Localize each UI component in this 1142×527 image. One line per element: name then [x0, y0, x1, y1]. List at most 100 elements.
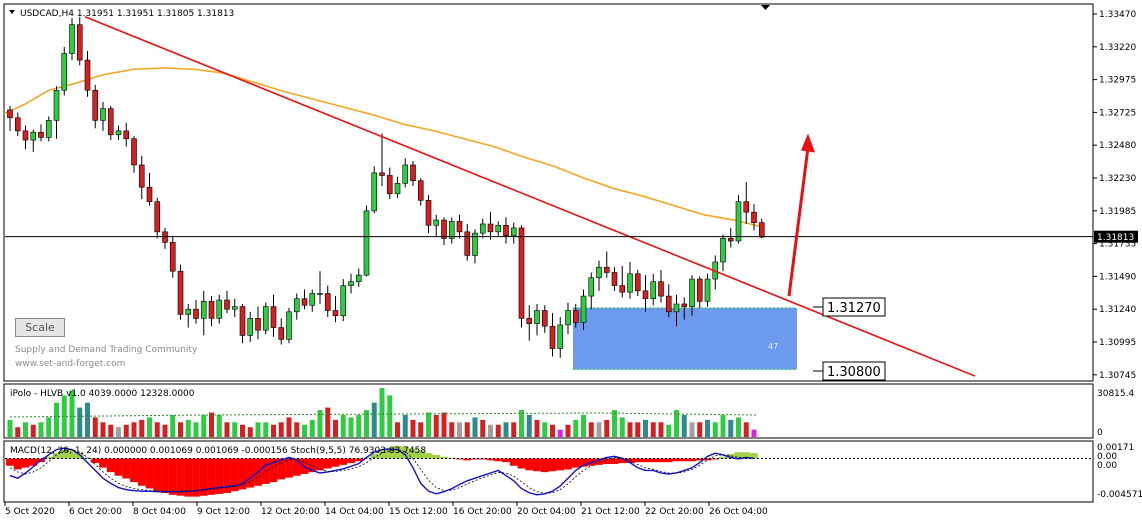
candle — [123, 123, 130, 147]
time-axis: 5 Oct 2020 6 Oct 20:00 8 Oct 04:00 9 Oct 12… — [4, 502, 768, 517]
candle-body — [107, 108, 114, 136]
candle — [503, 217, 509, 244]
time-label: 26 Oct 04:00 — [709, 507, 768, 517]
volume-bar — [286, 417, 292, 437]
candle — [146, 172, 153, 206]
price-label: 1.31735 — [1099, 240, 1136, 250]
candle — [596, 260, 602, 291]
candle-body — [216, 299, 223, 319]
candle — [131, 136, 137, 173]
candle-body — [448, 221, 455, 239]
projection-arrow[interactable] — [787, 133, 815, 297]
candle-body — [394, 183, 401, 195]
candle — [565, 302, 571, 335]
candle — [541, 305, 548, 333]
volume-bar — [201, 414, 207, 437]
volume-bar — [495, 424, 501, 437]
candle — [495, 221, 502, 236]
macd-bar — [502, 458, 510, 463]
shift-marker-icon[interactable] — [761, 5, 770, 10]
candle — [115, 125, 122, 141]
candle — [472, 229, 478, 264]
macd-bar — [556, 458, 565, 471]
macd-bar — [517, 458, 526, 469]
macd-bar — [641, 458, 650, 463]
candle-body — [642, 290, 649, 300]
candle-body — [565, 310, 571, 326]
candle-body — [658, 281, 664, 297]
macd-bar — [91, 458, 100, 464]
candle — [92, 84, 99, 129]
candle — [185, 303, 192, 328]
volume-bar — [743, 422, 749, 437]
candle — [619, 265, 626, 298]
candle-body — [278, 327, 285, 340]
macd-panel-frame — [3, 440, 1094, 503]
candle-body — [402, 164, 409, 184]
macd-bar — [564, 458, 572, 470]
volume-bar — [681, 414, 687, 437]
symbol-menu-icon[interactable] — [9, 10, 15, 14]
macd-bar — [153, 458, 162, 492]
price-panel-frame — [3, 3, 1094, 382]
candle-body — [293, 298, 300, 313]
volume-bar — [255, 422, 261, 437]
volume-bar — [503, 422, 509, 437]
candle — [689, 275, 695, 316]
candle — [107, 105, 114, 141]
volume-bar — [612, 410, 617, 437]
price-label: 1.30745 — [1099, 371, 1136, 381]
candle-body — [534, 310, 540, 324]
volume-bar — [705, 419, 710, 437]
candle-body — [123, 130, 130, 140]
time-label: 15 Oct 12:00 — [389, 507, 448, 517]
volume-bar — [379, 388, 385, 437]
volume-bar — [15, 427, 21, 437]
volume-bar — [689, 422, 695, 437]
time-label: 6 Oct 20:00 — [69, 507, 122, 517]
volume-bar — [387, 395, 393, 437]
scale-button[interactable]: Scale — [15, 318, 65, 337]
volume-bar — [488, 424, 493, 437]
volume-bar — [519, 410, 524, 437]
candle-body — [735, 201, 742, 242]
level-top-label: 1.31270 — [827, 301, 881, 316]
candle — [355, 268, 362, 287]
candle-body — [627, 273, 633, 293]
macd-bar — [246, 458, 255, 488]
zone-rect — [573, 307, 797, 370]
volume-bar — [69, 390, 75, 437]
macd-bar — [192, 458, 200, 497]
macd-bar — [695, 458, 704, 461]
candle — [53, 86, 60, 139]
current-price-label: 1.31813 — [1097, 233, 1134, 243]
volume-bar — [147, 417, 152, 437]
candle-body — [146, 186, 153, 202]
volume-bar — [46, 417, 52, 437]
macd-bar — [354, 458, 363, 462]
stoch-signal-line — [9, 449, 754, 494]
volume-bar — [619, 417, 625, 437]
volume-bar — [317, 410, 323, 437]
candle-body — [650, 281, 657, 300]
candle — [293, 293, 300, 320]
volume-bar — [185, 419, 191, 437]
candle — [138, 155, 145, 200]
candle-body — [503, 224, 509, 237]
current-price-line: 1.31813 — [5, 230, 1138, 243]
candle-body — [696, 278, 703, 302]
macd-bar — [145, 458, 154, 489]
macd-bar — [168, 458, 177, 495]
price-axis: 1.33470 1.33220 1.32975 1.32725 1.32480 1.322… — [1093, 10, 1136, 381]
volume-bar — [449, 422, 455, 437]
volume-bar — [728, 419, 734, 437]
candle — [324, 285, 331, 318]
candle-body — [371, 172, 378, 212]
volume-bar — [395, 422, 400, 437]
price-label: 1.32725 — [1099, 108, 1136, 118]
candle — [627, 261, 633, 299]
volume-bar — [364, 410, 369, 437]
macd-bar — [44, 456, 53, 459]
